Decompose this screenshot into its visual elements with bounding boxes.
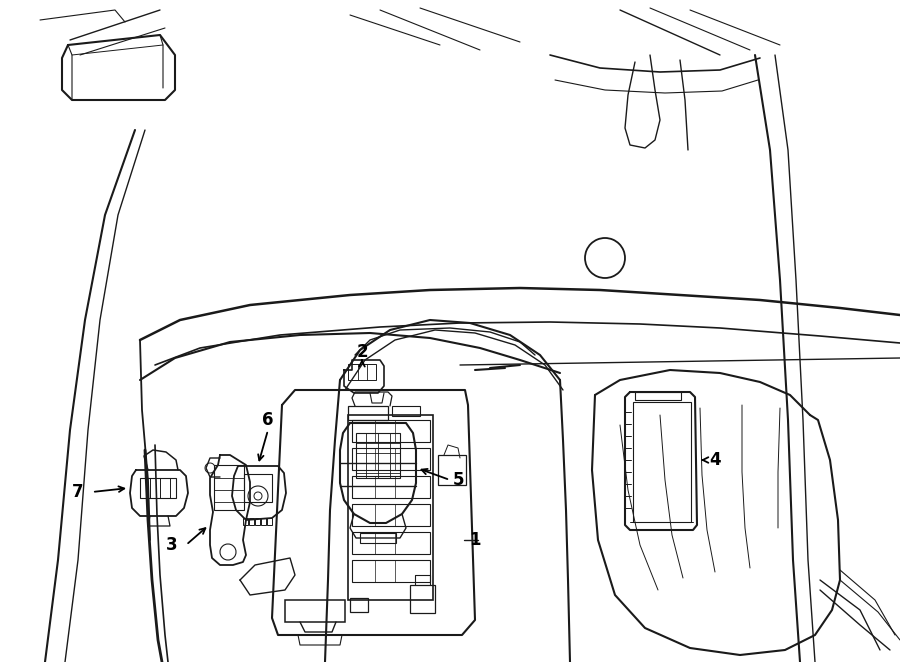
Text: 1: 1 [469,531,481,549]
Text: 2: 2 [356,343,368,361]
Text: 6: 6 [262,411,274,429]
Text: 5: 5 [453,471,464,489]
Text: 4: 4 [709,451,721,469]
Text: 3: 3 [166,536,178,554]
Text: 7: 7 [72,483,84,501]
